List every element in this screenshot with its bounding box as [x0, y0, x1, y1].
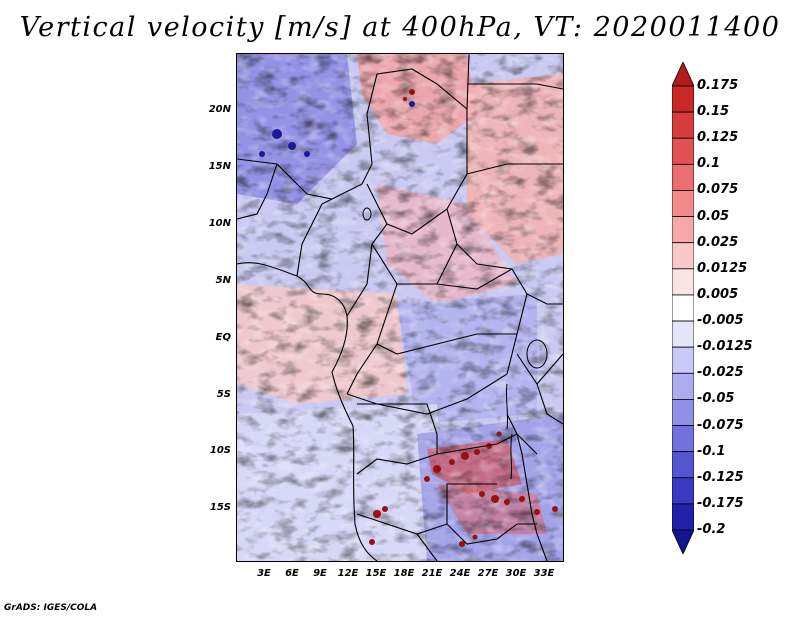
lon-label: 24E [449, 568, 471, 579]
colorbar-swatch [672, 477, 694, 505]
colorbar-swatch [672, 320, 694, 348]
colorbar-level-label: -0.05 [697, 391, 735, 407]
colorbar-level-label: -0.025 [697, 365, 744, 381]
colorbar-level-label: 0.125 [697, 130, 739, 146]
colorbar-level-label: 0.075 [697, 182, 739, 198]
velocity-field [237, 54, 563, 561]
lon-label: 6E [285, 568, 299, 579]
map-panel [236, 53, 564, 562]
colorbar-swatch [672, 216, 694, 244]
lat-label: 20N [208, 104, 231, 115]
colorbar-swatch [672, 190, 694, 217]
colorbar-swatch [672, 529, 694, 554]
lon-label: 12E [337, 568, 359, 579]
plot-title: Vertical velocity [m/s] at 400hPa, VT: 2… [19, 12, 781, 43]
colorbar-swatch [672, 242, 694, 270]
colorbar-level-label: 0.1 [697, 156, 721, 172]
colorbar-swatch [672, 111, 694, 139]
colorbar-swatch [672, 85, 694, 113]
lon-label: 18E [393, 568, 415, 579]
colorbar-level-label: -0.2 [697, 522, 726, 537]
colorbar-level-label: -0.125 [697, 469, 744, 485]
colorbar-level-label: -0.005 [697, 313, 744, 329]
lat-label: 15S [209, 502, 231, 513]
colorbar-level-label: -0.175 [697, 495, 744, 511]
lat-label: 10S [209, 445, 231, 456]
lat-label: 15N [208, 161, 231, 172]
colorbar-swatch [672, 451, 694, 479]
lon-label: 21E [421, 568, 443, 579]
lakes [362, 207, 548, 480]
grads-credit: GrADS: IGES/COLA [4, 603, 98, 613]
colorbar-level-label: 0.025 [697, 234, 739, 250]
lon-label: 9E [313, 568, 327, 579]
colorbar-swatch [672, 503, 694, 531]
convective-spots [369, 89, 558, 547]
colorbar-swatch [672, 294, 694, 322]
colorbar-swatch [672, 137, 694, 165]
colorbar-swatch [672, 268, 694, 296]
lon-label: 30E [505, 568, 527, 579]
colorbar-level-label: 0.0125 [697, 260, 748, 276]
colorbar-swatch [672, 62, 694, 87]
lat-label: 5S [216, 389, 231, 400]
lon-label: 15E [365, 568, 387, 579]
country-borders [237, 54, 563, 561]
colorbar-level-label: 0.15 [697, 104, 730, 120]
lat-label: 5N [215, 275, 231, 286]
lon-label: 27E [477, 568, 499, 579]
colorbar-level-label: 0.005 [697, 286, 739, 302]
colorbar-swatch [672, 425, 694, 453]
lon-label: 3E [257, 568, 271, 579]
colorbar-level-label: 0.175 [697, 78, 739, 93]
lat-label: 10N [208, 218, 231, 229]
colorbar-swatch [672, 399, 694, 426]
colorbar [672, 62, 694, 554]
colorbar-level-label: -0.0125 [697, 339, 753, 355]
colorbar-level-label: -0.1 [697, 443, 726, 459]
colorbar-level-label: 0.05 [697, 208, 730, 224]
colorbar-swatch [672, 372, 694, 400]
lon-label: 33E [533, 568, 555, 579]
colorbar-swatch [672, 346, 694, 374]
colorbar-level-label: -0.075 [697, 417, 744, 433]
lat-label: EQ [215, 332, 231, 343]
colorbar-swatch [672, 163, 694, 191]
